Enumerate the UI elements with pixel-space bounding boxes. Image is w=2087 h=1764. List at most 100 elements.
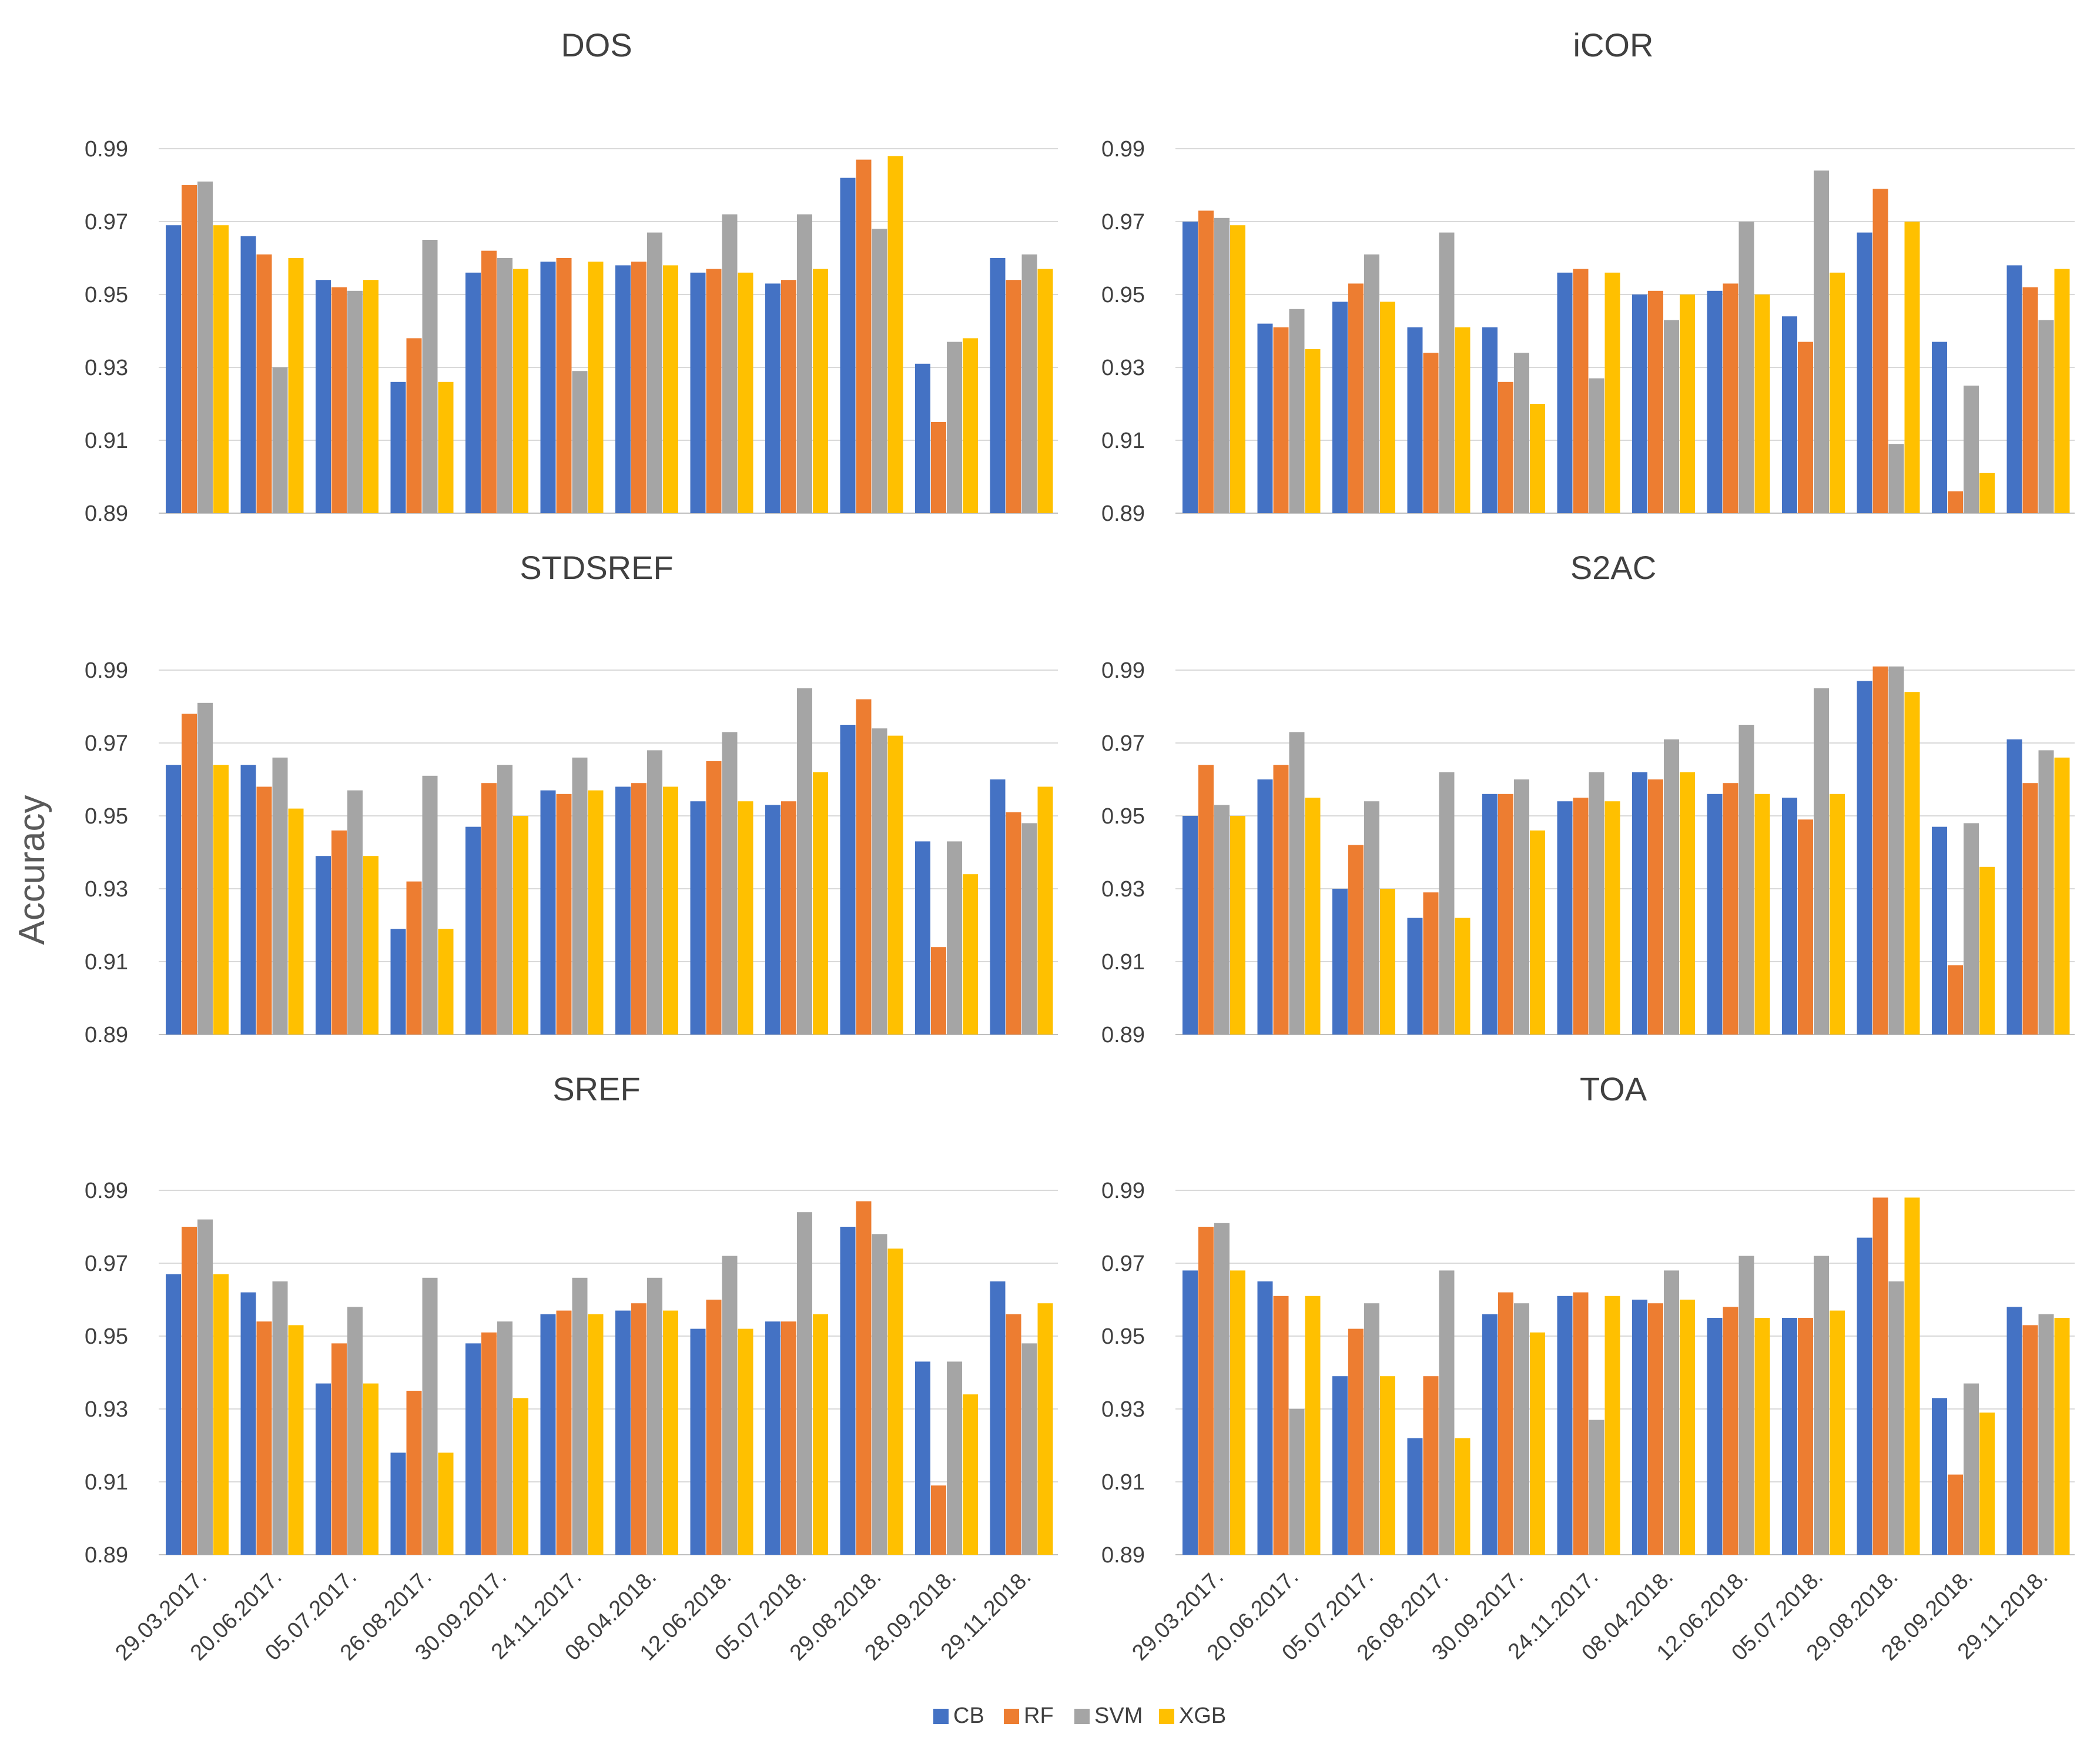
bar-xgb-8	[1754, 1318, 1770, 1555]
bar-xgb-5	[1530, 404, 1545, 513]
bar-rf-2	[256, 254, 272, 513]
bar-rf-11	[931, 1485, 946, 1555]
y-tick-label: 0.93	[1101, 1397, 1145, 1422]
bar-xgb-12	[2054, 757, 2070, 1035]
y-tick-label: 0.95	[85, 1324, 128, 1349]
legend-label-rf: RF	[1024, 1703, 1054, 1728]
bar-cb-5	[1482, 794, 1498, 1035]
y-tick-label: 0.91	[1101, 1470, 1145, 1495]
bar-xgb-3	[363, 1383, 378, 1555]
bar-rf-8	[706, 761, 722, 1035]
bar-cb-3	[1332, 302, 1348, 513]
bar-xgb-8	[738, 801, 753, 1035]
bar-xgb-10	[887, 156, 903, 513]
bar-cb-11	[1932, 1398, 1947, 1555]
legend: CB RF SVM XGB	[933, 1703, 1226, 1728]
bar-cb-3	[316, 280, 331, 513]
bar-svm-11	[947, 1361, 962, 1555]
bar-cb-2	[1257, 323, 1273, 513]
bar-svm-12	[2038, 320, 2054, 513]
bar-xgb-7	[1680, 294, 1695, 513]
y-tick-label: 0.99	[85, 658, 128, 683]
bar-rf-10	[856, 699, 872, 1035]
bar-xgb-4	[1455, 918, 1470, 1035]
bar-xgb-7	[1680, 772, 1695, 1035]
bar-xgb-11	[963, 874, 978, 1035]
bar-xgb-5	[1530, 1332, 1545, 1555]
bar-rf-11	[1948, 1474, 1963, 1555]
bar-cb-10	[840, 1227, 856, 1555]
bar-rf-4	[406, 881, 422, 1035]
bar-svm-12	[1021, 1343, 1037, 1555]
bar-rf-6	[1573, 269, 1589, 513]
panel-title: iCOR	[1573, 26, 1654, 63]
bar-svm-7	[1664, 1270, 1679, 1555]
bar-svm-12	[2038, 1314, 2054, 1555]
bar-svm-2	[1289, 1409, 1305, 1555]
bar-svm-5	[497, 1321, 512, 1555]
bar-rf-5	[481, 783, 497, 1035]
bar-svm-8	[722, 1256, 738, 1555]
bar-svm-10	[1888, 444, 1904, 513]
bar-svm-1	[197, 181, 213, 513]
bar-svm-2	[272, 367, 288, 513]
bar-svm-2	[272, 1281, 288, 1555]
bar-rf-2	[1273, 1296, 1289, 1555]
bar-rf-3	[1348, 1328, 1364, 1555]
bar-xgb-4	[438, 929, 454, 1035]
y-tick-label: 0.95	[1101, 1324, 1145, 1349]
bar-cb-5	[465, 826, 481, 1035]
bar-cb-5	[1482, 327, 1498, 513]
bar-rf-11	[931, 947, 946, 1035]
bar-cb-6	[540, 790, 556, 1035]
bar-svm-10	[1888, 1281, 1904, 1555]
bar-xgb-9	[813, 772, 828, 1035]
bar-cb-2	[240, 1292, 256, 1555]
bar-rf-3	[331, 1343, 347, 1555]
bar-xgb-6	[1604, 801, 1620, 1035]
bar-svm-3	[1364, 1303, 1379, 1555]
y-tick-label: 0.97	[85, 1251, 128, 1276]
bar-rf-11	[931, 422, 946, 513]
bar-rf-10	[1872, 189, 1888, 513]
bar-rf-12	[1006, 280, 1021, 513]
bar-rf-7	[631, 783, 646, 1035]
bar-svm-8	[1738, 1256, 1754, 1555]
bar-svm-5	[497, 765, 512, 1035]
bar-xgb-2	[288, 808, 304, 1035]
bar-rf-6	[1573, 1292, 1589, 1555]
bar-xgb-4	[1455, 327, 1470, 513]
bar-cb-1	[166, 765, 181, 1035]
y-tick-label: 0.97	[1101, 210, 1145, 235]
bar-xgb-9	[1830, 1310, 1845, 1555]
y-tick-label: 0.93	[85, 356, 128, 380]
bar-xgb-3	[1380, 302, 1395, 513]
bar-xgb-1	[213, 225, 229, 513]
bar-xgb-3	[363, 856, 378, 1035]
bar-svm-5	[1514, 353, 1529, 513]
bar-svm-9	[1814, 688, 1829, 1035]
bar-svm-2	[272, 757, 288, 1035]
bar-xgb-3	[363, 280, 378, 513]
bar-cb-7	[1632, 772, 1647, 1035]
bar-svm-1	[1214, 1223, 1230, 1555]
legend-swatch-rf	[1004, 1709, 1019, 1724]
y-tick-label: 0.99	[1101, 1179, 1145, 1203]
bar-cb-7	[1632, 1300, 1647, 1555]
bar-svm-11	[947, 342, 962, 513]
bar-cb-5	[1482, 1314, 1498, 1555]
y-tick-label: 0.91	[85, 429, 128, 453]
bar-rf-1	[182, 1227, 197, 1555]
bar-rf-12	[1006, 812, 1021, 1035]
bar-rf-2	[256, 1321, 272, 1555]
bar-xgb-6	[588, 790, 604, 1035]
bar-cb-2	[1257, 1281, 1273, 1555]
bar-svm-8	[1738, 222, 1754, 513]
bar-xgb-4	[438, 1452, 454, 1555]
bar-svm-10	[872, 1234, 887, 1555]
y-tick-label: 0.99	[1101, 137, 1145, 162]
bar-svm-1	[1214, 217, 1230, 513]
bar-rf-9	[1798, 819, 1813, 1035]
legend-swatch-cb	[933, 1709, 949, 1724]
